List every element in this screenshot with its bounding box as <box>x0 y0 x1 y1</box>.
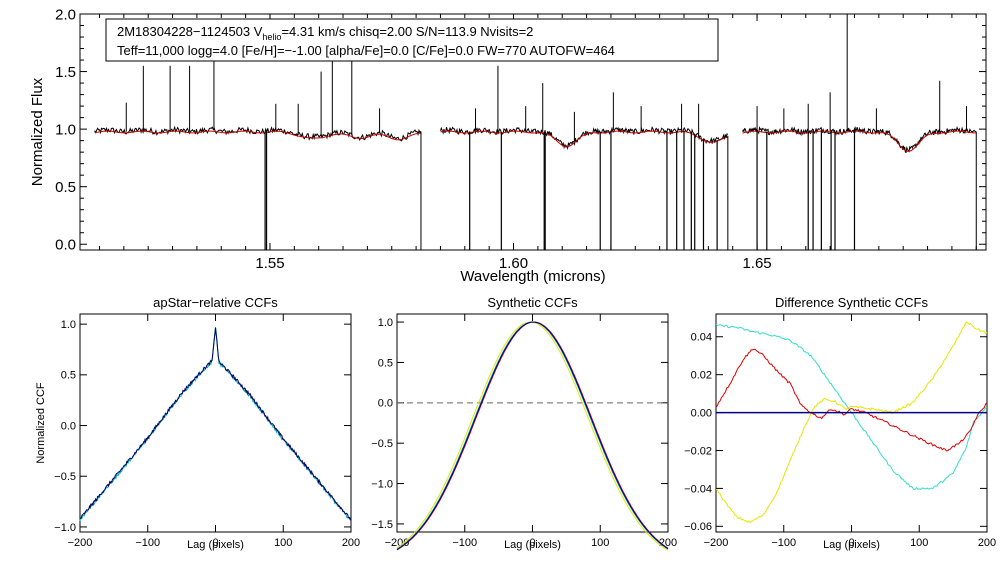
synthetic-ccf-line-yellow <box>396 321 669 551</box>
y-tick-label: 0.5 <box>378 357 393 369</box>
y-tick-label: −1.0 <box>54 522 76 534</box>
x-tick-label: 0 <box>212 537 218 549</box>
x-tick-label: 0 <box>848 537 854 549</box>
y-tick-label: 0.0 <box>55 236 76 253</box>
y-tick-label: −0.02 <box>684 445 712 457</box>
y-tick-label: 0.04 <box>691 332 712 344</box>
x-tick-label: 1.55 <box>255 255 284 272</box>
info-box <box>105 18 719 62</box>
difference-ccf-line-red <box>715 348 988 452</box>
difference-ccf-panel: −200 −100 0 100 200 −0.06 −0.04 −0.02 0.00 0.02 0.… <box>684 295 996 551</box>
synthetic-ccf-panel: −200 −100 0 100 200−1.5−1.0−0.50.00.51.0Synt… <box>371 295 677 551</box>
y-tick-label: 1.0 <box>378 317 393 329</box>
difference-ccf-line-yellow <box>715 321 988 523</box>
plot-frame <box>79 13 987 251</box>
y-tick-label: 1.0 <box>61 319 76 331</box>
y-tick-label: −1.5 <box>371 519 393 531</box>
x-tick-label: 200 <box>342 537 360 549</box>
y-tick-label: 0.5 <box>61 370 76 382</box>
chart-title: apStar−relative CCFs <box>153 295 278 310</box>
apstar-ccf-panel: −200 −100 0 100 200 −1.0 −0.5 0.0 0.5 1.0 apStar−r… <box>35 295 360 551</box>
x-tick-label: 200 <box>978 537 996 549</box>
spectrum-panel: 1.55 1.60 1.65 0.0 0.5 1.0 1.5 2.0 Wavelength (m… <box>29 6 987 285</box>
x-axis-label: Wavelength (microns) <box>460 268 605 285</box>
y-tick-label: −0.5 <box>371 438 393 450</box>
synthetic-ccf-line-red <box>396 321 669 551</box>
observed-spectrum-line <box>94 125 422 142</box>
x-tick-label: −100 <box>452 537 477 549</box>
x-tick-label: −200 <box>704 537 729 549</box>
difference-ccf-line-cyan <box>715 323 988 491</box>
x-tick-label: −200 <box>68 537 93 549</box>
chart-title: Synthetic CCFs <box>487 295 578 310</box>
y-tick-label: 1.0 <box>55 121 76 138</box>
y-tick-label: −0.5 <box>54 471 76 483</box>
info-line-2: Teff=11,000 logg=4.0 [Fe/H]=−-1.00 [alph… <box>117 43 615 58</box>
x-tick-label: 100 <box>274 537 292 549</box>
model-spectrum-line <box>94 130 422 141</box>
x-tick-label: 0 <box>529 537 535 549</box>
info-line-1-subscript: helio <box>262 32 281 42</box>
y-tick-label: 0.00 <box>691 407 712 419</box>
y-tick-label: 0.0 <box>378 398 393 410</box>
x-tick-label: −100 <box>135 537 160 549</box>
ccf-line-visit-1 <box>79 327 352 521</box>
info-line-1-prefix: 2M18304228−1124503 V <box>117 24 263 39</box>
y-tick-label: 2.0 <box>55 6 76 23</box>
ccf-line-visit-2 <box>79 326 352 522</box>
y-tick-label: −0.04 <box>684 483 712 495</box>
info-line-1-suffix: =4.31 km/s chisq=2.00 S/N=113.9 Nvisits=… <box>281 24 533 39</box>
model-spectrum-line <box>742 130 977 152</box>
y-tick-label: −0.06 <box>684 521 712 533</box>
y-axis-label: Normalized CCF <box>35 382 47 464</box>
x-tick-label: 100 <box>910 537 928 549</box>
y-axis-label: Normalized Flux <box>29 77 46 186</box>
y-tick-label: 1.5 <box>55 64 76 81</box>
model-spectrum-line <box>440 130 728 148</box>
x-axis-label: Lag (pixels) <box>187 539 244 551</box>
info-line-1: 2M18304228−1124503 Vhelio=4.31 km/s chis… <box>117 24 533 42</box>
plot-frame <box>715 313 988 533</box>
chart-title: Difference Synthetic CCFs <box>775 295 928 310</box>
x-axis-label: Lag (pixels) <box>504 539 561 551</box>
x-tick-label: 1.60 <box>499 255 528 272</box>
observed-spectrum-line <box>440 126 729 151</box>
y-tick-label: 0.02 <box>691 370 712 382</box>
plot-frame <box>79 313 352 533</box>
x-tick-label: −100 <box>771 537 796 549</box>
y-tick-label: 0.5 <box>55 179 76 196</box>
synthetic-ccf-line-cyan <box>396 321 669 550</box>
x-tick-label: 100 <box>591 537 609 549</box>
x-axis-label: Lag (pixels) <box>823 539 880 551</box>
x-tick-label: 1.65 <box>742 255 771 272</box>
y-tick-label: 0.0 <box>61 420 76 432</box>
synthetic-ccf-line-blue <box>396 321 669 550</box>
y-tick-label: −1.0 <box>371 478 393 490</box>
